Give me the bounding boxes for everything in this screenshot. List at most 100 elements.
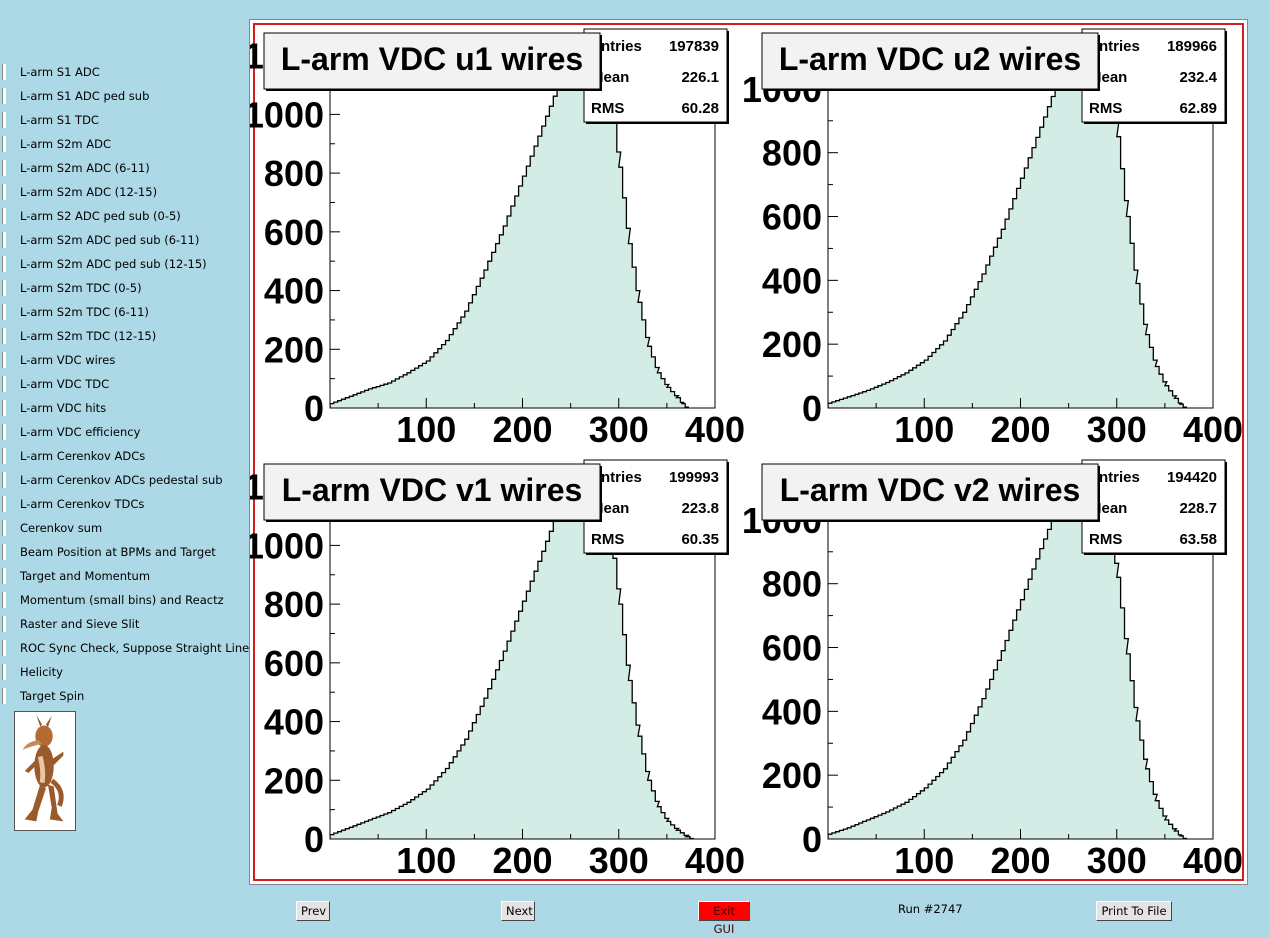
x-tick-label: 400 (685, 409, 745, 450)
stats-label: Entries (1089, 38, 1140, 55)
sidebar-item[interactable]: L-arm VDC wires (0, 348, 258, 372)
y-tick-label: 800 (264, 584, 324, 625)
stats-value: 223.8 (681, 500, 719, 517)
y-tick-label: 600 (264, 643, 324, 684)
x-tick-label: 300 (589, 409, 649, 450)
sidebar-item[interactable]: Beam Position at BPMs and Target (0, 540, 258, 564)
histogram-line (330, 41, 689, 408)
sidebar-item[interactable]: L-arm S1 ADC (0, 60, 258, 84)
x-tick-label: 100 (894, 409, 954, 450)
stats-box (583, 459, 728, 554)
coyote-mascot-icon (14, 711, 76, 831)
y-tick-label: 800 (762, 133, 822, 174)
sidebar-item[interactable]: L-arm S2m TDC (0-5) (0, 276, 258, 300)
y-tick-label: 600 (762, 197, 822, 238)
x-tick-label: 200 (492, 409, 552, 450)
histogram-title-box (263, 32, 601, 90)
histogram-title: L-arm VDC v1 wires (282, 472, 583, 508)
y-tick-label: 400 (762, 260, 822, 301)
exit-gui-button[interactable]: Exit GUI (698, 901, 750, 936)
y-tick-label: 600 (264, 212, 324, 253)
y-tick-label: 200 (264, 760, 324, 801)
stats-value: 62.89 (1179, 100, 1217, 117)
print-to-file-button[interactable]: Print To File (1096, 901, 1172, 921)
histogram-fill (330, 41, 689, 408)
y-tick-label: 0 (802, 388, 822, 429)
x-tick-label: 200 (990, 409, 1050, 450)
sidebar-item[interactable]: ROC Sync Check, Suppose Straight Lines (0, 636, 258, 660)
sidebar-item[interactable]: L-arm S2m ADC ped sub (12-15) (0, 252, 258, 276)
next-button[interactable]: Next (501, 901, 535, 921)
sidebar-item[interactable]: L-arm S2 ADC ped sub (0-5) (0, 204, 258, 228)
y-tick-label: 400 (264, 271, 324, 312)
sidebar: L-arm S1 ADC L-arm S1 ADC ped sub L-arm S1… (0, 60, 258, 708)
stats-value: 60.28 (681, 100, 719, 117)
sidebar-item[interactable]: L-arm Cerenkov TDCs (0, 492, 258, 516)
sidebar-item[interactable]: L-arm S2m ADC ped sub (6-11) (0, 228, 258, 252)
x-tick-label: 300 (589, 840, 649, 881)
x-tick-label: 200 (990, 840, 1050, 881)
y-tick-label: 1000 (250, 525, 324, 566)
sidebar-item[interactable]: L-arm S2m TDC (12-15) (0, 324, 258, 348)
y-tick-label: 200 (762, 324, 822, 365)
sidebar-item[interactable]: L-arm VDC TDC (0, 372, 258, 396)
stats-label: RMS (1089, 100, 1122, 117)
stats-label: Entries (591, 469, 642, 486)
sidebar-item[interactable]: L-arm Cerenkov ADCs (0, 444, 258, 468)
histogram-title-box (263, 463, 601, 521)
y-tick-label: 1000 (250, 94, 324, 135)
histogram-title: L-arm VDC v2 wires (780, 472, 1081, 508)
y-tick-label: 400 (264, 702, 324, 743)
stats-value: 60.35 (681, 531, 719, 548)
y-tick-label: 600 (762, 628, 822, 669)
x-tick-label: 300 (1087, 840, 1147, 881)
sidebar-item[interactable]: Cerenkov sum (0, 516, 258, 540)
y-tick-label: 800 (264, 153, 324, 194)
histogram-title: L-arm VDC u1 wires (281, 41, 583, 77)
x-tick-label: 100 (396, 409, 456, 450)
stats-label: RMS (591, 100, 624, 117)
histogram-panel: 02004006008001000100200300400Entries1899… (742, 28, 1243, 450)
sidebar-item[interactable]: Helicity (0, 660, 258, 684)
x-tick-label: 400 (1183, 840, 1243, 881)
sidebar-item[interactable]: Target Spin (0, 684, 258, 708)
sidebar-item[interactable]: Raster and Sieve Slit (0, 612, 258, 636)
stats-box (583, 28, 728, 123)
sidebar-item[interactable]: L-arm S2m ADC (0, 132, 258, 156)
sidebar-item[interactable]: L-arm S1 TDC (0, 108, 258, 132)
stats-value: 189966 (1167, 38, 1217, 55)
histogram-line (828, 41, 1187, 408)
y-tick-label: 0 (304, 819, 324, 860)
stats-value: 199993 (669, 469, 719, 486)
sidebar-item[interactable]: L-arm VDC efficiency (0, 420, 258, 444)
histogram-line (828, 472, 1187, 839)
stats-value: 232.4 (1179, 69, 1217, 86)
prev-button[interactable]: Prev (296, 901, 330, 921)
stats-value: 226.1 (681, 69, 719, 86)
sidebar-item[interactable]: L-arm VDC hits (0, 396, 258, 420)
stats-label: RMS (1089, 531, 1122, 548)
y-tick-label: 200 (762, 755, 822, 796)
run-number-label: Run #2747 (898, 902, 963, 916)
y-tick-label: 0 (304, 388, 324, 429)
sidebar-item[interactable]: L-arm Cerenkov ADCs pedestal sub (0, 468, 258, 492)
y-tick-label: 0 (802, 819, 822, 860)
stats-label: RMS (591, 531, 624, 548)
histogram-panel: 020040060080010001200100200300400Entries… (250, 459, 745, 881)
sidebar-item[interactable]: Momentum (small bins) and Reactz (0, 588, 258, 612)
histogram-title-box (761, 32, 1099, 90)
histogram-panel: 020040060080010001200100200300400Entries… (250, 28, 745, 450)
sidebar-item[interactable]: L-arm S1 ADC ped sub (0, 84, 258, 108)
sidebar-item[interactable]: L-arm S2m ADC (12-15) (0, 180, 258, 204)
histogram-grid: 020040060080010001200100200300400Entries… (250, 28, 1243, 881)
y-tick-label: 200 (264, 329, 324, 370)
sidebar-item[interactable]: L-arm S2m TDC (6-11) (0, 300, 258, 324)
histogram-title: L-arm VDC u2 wires (779, 41, 1081, 77)
sidebar-item[interactable]: L-arm S2m ADC (6-11) (0, 156, 258, 180)
sidebar-item[interactable]: Target and Momentum (0, 564, 258, 588)
x-tick-label: 400 (685, 840, 745, 881)
x-tick-label: 100 (396, 840, 456, 881)
histogram-panel: 02004006008001000100200300400Entries1944… (742, 459, 1243, 881)
histogram-line (330, 472, 694, 839)
histogram-fill (828, 472, 1187, 839)
